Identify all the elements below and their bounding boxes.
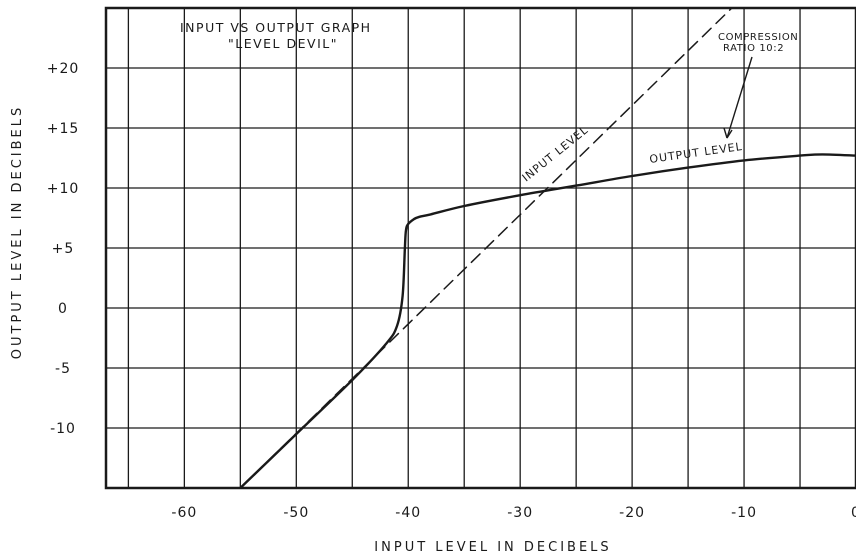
annotation-pointer: [726, 56, 753, 139]
x-tick-label: -20: [619, 505, 645, 521]
x-tick-label: 0: [851, 505, 856, 521]
input-level-label-part1: INPUT LEVEL: [520, 123, 591, 184]
y-tick-label: +20: [47, 61, 80, 77]
x-tick-label: -40: [395, 505, 421, 521]
x-tick-label: -30: [507, 505, 533, 521]
annotation-arrowhead: [723, 127, 733, 139]
y-axis-title: OUTPUT LEVEL IN DECIBELS: [10, 105, 25, 360]
y-tick-label: +10: [47, 181, 80, 197]
x-tick-label: -50: [283, 505, 309, 521]
x-tick-label: -60: [171, 505, 197, 521]
x-axis-title: INPUT LEVEL IN DECIBELS: [374, 540, 611, 554]
series-layer: [239, 8, 856, 488]
x-tick-label: -10: [731, 505, 757, 521]
y-tick-label: -10: [50, 421, 76, 437]
y-tick-label: +5: [52, 241, 75, 257]
y-tick-label: -5: [55, 361, 71, 377]
annotation-compression: COMPRESSION: [718, 32, 798, 43]
y-tick-label: 0: [58, 301, 68, 317]
annotation-ratio: RATIO 10:2: [723, 43, 784, 54]
output-level-curve: [239, 153, 856, 488]
grid: [104, 6, 856, 490]
tick-layer: -60 -50 -40 -30 -20 -10 0 +20 +15 +10 +5 0 -5 -10: [47, 61, 856, 521]
input-level-line: [239, 8, 733, 488]
y-tick-label: +15: [47, 121, 80, 137]
chart-subtitle: "LEVEL DEVIL": [228, 36, 338, 51]
chart-title: INPUT VS OUTPUT GRAPH: [180, 20, 372, 35]
